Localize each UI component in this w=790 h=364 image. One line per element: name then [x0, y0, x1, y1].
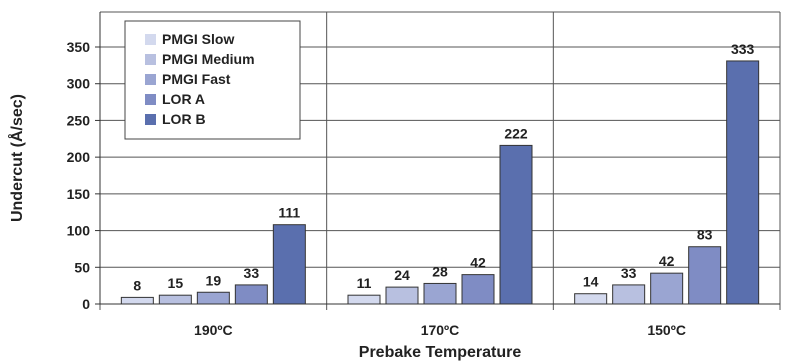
- legend-label: PMGI Fast: [162, 71, 231, 87]
- legend-swatch: [145, 54, 156, 65]
- y-tick-label: 350: [67, 39, 91, 55]
- y-axis-title: Undercut (Å/sec): [7, 94, 26, 222]
- bar-value-label: 11: [357, 275, 372, 291]
- y-tick-label: 250: [67, 112, 91, 128]
- bar: [461, 274, 495, 305]
- bar-value-label: 111: [278, 205, 300, 221]
- bar-value-label: 28: [432, 263, 448, 279]
- x-tick-label: 150ºC: [647, 322, 686, 338]
- bar-value-label: 333: [731, 41, 755, 57]
- bar: [726, 60, 760, 305]
- bar-value-label: 14: [583, 274, 599, 290]
- bar: [574, 293, 608, 305]
- bar: [612, 284, 646, 305]
- axes: 0 50 100 150 200 250 300 350 190ºC 170ºC 150ºC: [67, 12, 780, 338]
- legend-swatch: [145, 74, 156, 85]
- y-tick-label: 200: [67, 149, 91, 165]
- bar-value-label: 8: [133, 277, 141, 293]
- y-tick-label: 50: [74, 259, 90, 275]
- y-tick-label: 150: [67, 186, 91, 202]
- y-tick-label: 100: [67, 223, 91, 239]
- bar-value-label: 83: [697, 227, 713, 243]
- bar: [347, 294, 381, 305]
- legend-swatch: [145, 94, 156, 105]
- y-tick-label: 300: [67, 76, 91, 92]
- x-tick-label: 190ºC: [194, 322, 233, 338]
- bar-value-label: 42: [659, 253, 675, 269]
- bar: [385, 286, 419, 305]
- legend: PMGI Slow PMGI Medium PMGI Fast LOR A LOR B: [124, 20, 301, 140]
- bar: [120, 296, 154, 305]
- legend-swatch: [145, 114, 156, 125]
- legend-label: LOR B: [162, 111, 206, 127]
- bar: [158, 294, 192, 305]
- bar-value-label: 33: [244, 265, 260, 281]
- bar-value-label: 15: [168, 275, 184, 291]
- y-tick-label: 0: [82, 296, 90, 312]
- bar: [650, 272, 684, 305]
- x-axis-title: Prebake Temperature: [359, 344, 522, 361]
- bar-value-label: 42: [470, 255, 486, 271]
- bar-value-label: 222: [504, 125, 528, 141]
- legend-swatch: [145, 34, 156, 45]
- bar: [196, 291, 230, 305]
- bar: [688, 246, 722, 305]
- legend-label: PMGI Slow: [162, 31, 234, 47]
- bar: [499, 144, 533, 305]
- data-labels: 8 11 14 15 24 33 19 28 42 33 42 83 111 222 333: [133, 41, 754, 293]
- bar-value-label: 24: [394, 267, 410, 283]
- bar: [423, 282, 457, 305]
- bar: [234, 284, 268, 305]
- bars: [120, 60, 760, 305]
- x-tick-label: 170ºC: [421, 322, 460, 338]
- legend-label: LOR A: [162, 91, 205, 107]
- bar: [272, 224, 306, 305]
- bar-value-label: 33: [621, 265, 637, 281]
- legend-label: PMGI Medium: [162, 51, 255, 67]
- bar-value-label: 19: [206, 272, 222, 288]
